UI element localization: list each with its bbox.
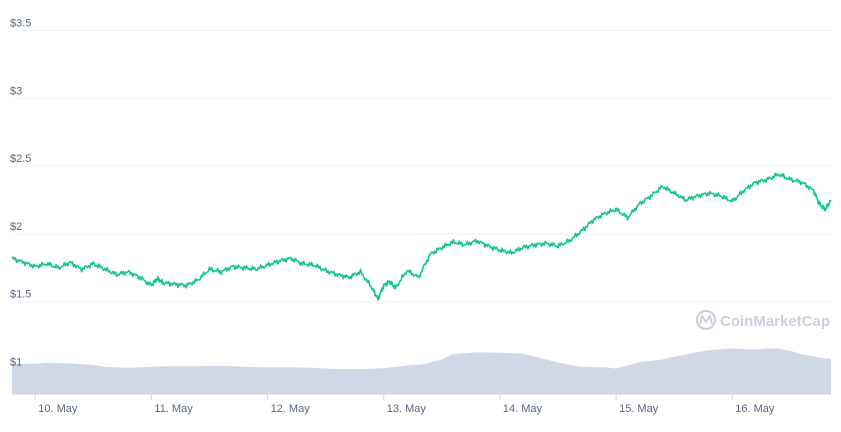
y-tick-label: $2 <box>10 221 22 233</box>
volume-area <box>12 348 831 394</box>
x-tick-label: 14. May <box>503 403 543 415</box>
x-tick-label: 11. May <box>154 403 193 415</box>
x-axis: 10. May 11. May 12. May 13. May 14. May 15. M… <box>12 393 831 415</box>
coinmarketcap-logo-icon <box>695 309 717 331</box>
watermark: CoinMarketCap <box>695 309 830 331</box>
y-tick-label: $1.5 <box>10 289 31 301</box>
y-tick-label: $1 <box>10 357 22 369</box>
y-tick-label: $2.5 <box>10 153 31 165</box>
price-line <box>11 172 832 301</box>
watermark-text: CoinMarketCap <box>720 313 830 330</box>
x-tick-label: 10. May <box>38 403 78 415</box>
x-tick-label: 15. May <box>619 403 659 415</box>
x-tick-label: 16. May <box>735 403 775 415</box>
price-series <box>11 172 832 301</box>
x-tick-label: 13. May <box>387 403 427 415</box>
y-tick-label: $3 <box>10 85 22 97</box>
volume-area-shape <box>12 348 831 394</box>
y-axis: $1 $1.5 $2 $2.5 $3 $3.5 <box>10 17 31 368</box>
x-tick-label: 12. May <box>271 403 311 415</box>
y-tick-label: $3.5 <box>10 17 31 29</box>
